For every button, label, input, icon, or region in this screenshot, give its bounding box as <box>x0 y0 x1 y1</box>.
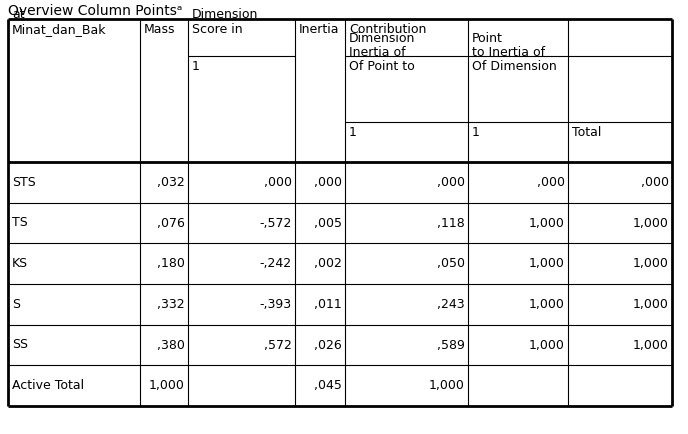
Text: ,045: ,045 <box>314 379 342 392</box>
Text: 1,000: 1,000 <box>529 339 565 352</box>
Text: Total: Total <box>572 126 601 139</box>
Text: Contribution: Contribution <box>349 23 427 36</box>
Text: ,032: ,032 <box>158 176 185 189</box>
Text: ,180: ,180 <box>157 257 185 270</box>
Text: KS: KS <box>12 257 28 270</box>
Text: ,000: ,000 <box>437 176 465 189</box>
Text: Minat_dan_Bak: Minat_dan_Bak <box>12 23 107 36</box>
Text: 1: 1 <box>349 126 357 139</box>
Text: 1,000: 1,000 <box>429 379 465 392</box>
Text: ,589: ,589 <box>437 339 465 352</box>
Text: 1,000: 1,000 <box>529 298 565 311</box>
Text: ,000: ,000 <box>314 176 342 189</box>
Text: -,242: -,242 <box>260 257 292 270</box>
Text: Inertia of: Inertia of <box>349 46 406 59</box>
Text: ,380: ,380 <box>157 339 185 352</box>
Text: ,000: ,000 <box>264 176 292 189</box>
Text: Active Total: Active Total <box>12 379 84 392</box>
Text: ,076: ,076 <box>157 217 185 230</box>
Text: 1,000: 1,000 <box>633 339 669 352</box>
Text: ,000: ,000 <box>641 176 669 189</box>
Text: Score in: Score in <box>192 23 243 36</box>
Text: at: at <box>12 8 25 21</box>
Text: STS: STS <box>12 176 36 189</box>
Text: 1,000: 1,000 <box>529 217 565 230</box>
Text: ,000: ,000 <box>537 176 565 189</box>
Text: ,005: ,005 <box>314 217 342 230</box>
Text: 1,000: 1,000 <box>633 217 669 230</box>
Text: -,393: -,393 <box>260 298 292 311</box>
Text: ,332: ,332 <box>158 298 185 311</box>
Text: 1,000: 1,000 <box>149 379 185 392</box>
Text: S: S <box>12 298 20 311</box>
Text: Of Point to: Of Point to <box>349 60 415 73</box>
Text: ,243: ,243 <box>438 298 465 311</box>
Text: Mass: Mass <box>144 23 175 36</box>
Text: ,118: ,118 <box>438 217 465 230</box>
Text: 1: 1 <box>192 60 200 73</box>
Text: 1,000: 1,000 <box>633 257 669 270</box>
Text: 1: 1 <box>472 126 480 139</box>
Text: Point: Point <box>472 32 503 45</box>
Text: 1,000: 1,000 <box>529 257 565 270</box>
Text: Inertia: Inertia <box>299 23 339 36</box>
Text: -,572: -,572 <box>259 217 292 230</box>
Text: ,011: ,011 <box>314 298 342 311</box>
Text: ,002: ,002 <box>314 257 342 270</box>
Text: ,026: ,026 <box>314 339 342 352</box>
Text: Of Dimension: Of Dimension <box>472 60 557 73</box>
Text: ,572: ,572 <box>264 339 292 352</box>
Text: SS: SS <box>12 339 28 352</box>
Text: to Inertia of: to Inertia of <box>472 46 545 59</box>
Text: ,050: ,050 <box>437 257 465 270</box>
Text: 1,000: 1,000 <box>633 298 669 311</box>
Text: Overview Column Pointsᵃ: Overview Column Pointsᵃ <box>8 4 182 18</box>
Text: Dimension: Dimension <box>192 8 259 21</box>
Text: TS: TS <box>12 217 28 230</box>
Text: Dimension: Dimension <box>349 32 416 45</box>
